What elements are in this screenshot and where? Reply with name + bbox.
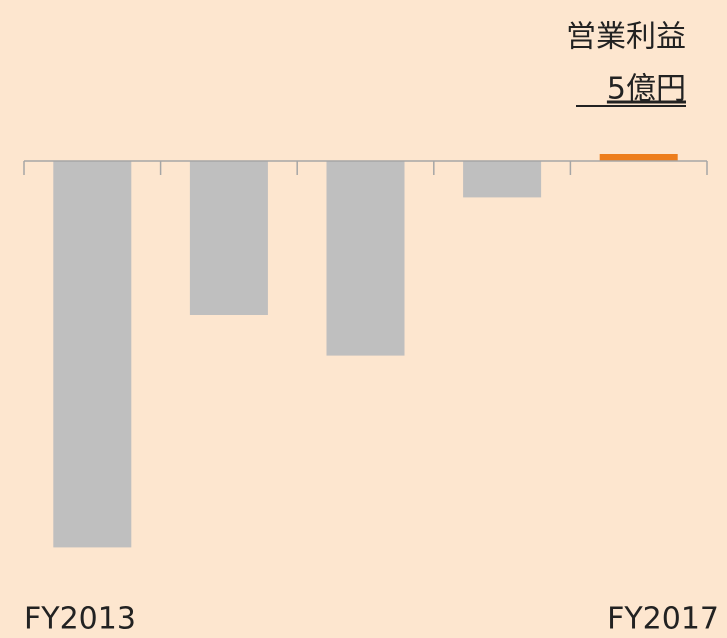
x-tick-label: FY2017 <box>607 602 719 637</box>
value-label: 5億円 <box>607 72 686 107</box>
x-tick-label: FY2013 <box>24 602 136 637</box>
bar <box>326 161 405 356</box>
bar <box>189 161 268 315</box>
chart-title: 営業利益 <box>566 20 686 55</box>
bar <box>599 154 678 161</box>
bar <box>463 161 542 198</box>
bar <box>53 161 132 548</box>
